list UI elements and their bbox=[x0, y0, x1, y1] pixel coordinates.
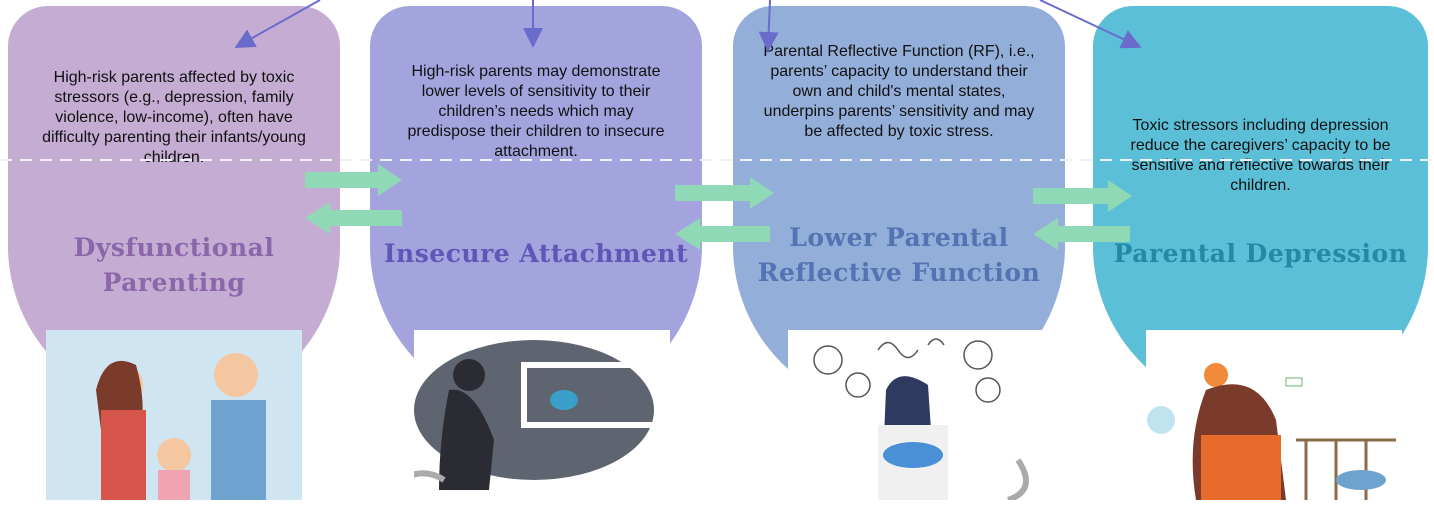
pointer-arrows bbox=[238, 0, 1138, 48]
connectors bbox=[0, 0, 1434, 500]
page: {"panels": [ {"description": "High-risk … bbox=[0, 0, 1434, 500]
flow-arrows bbox=[305, 164, 1132, 250]
